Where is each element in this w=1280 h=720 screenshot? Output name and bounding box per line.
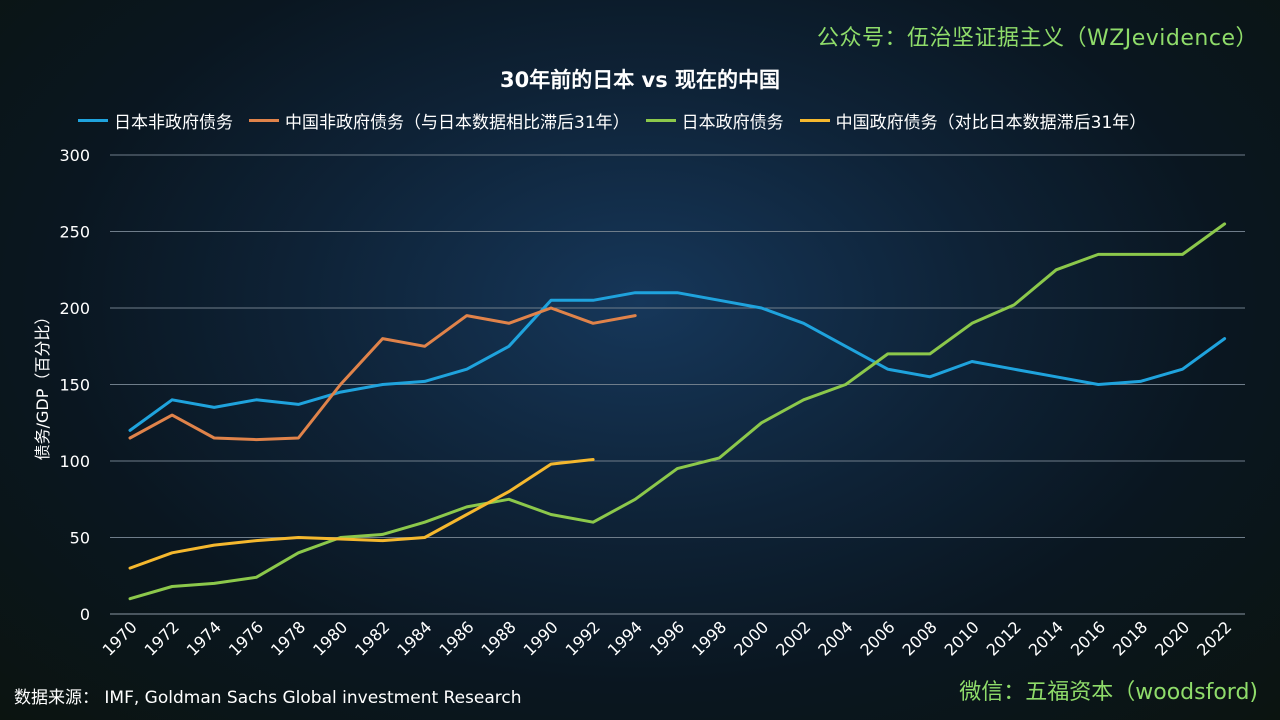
- y-tick-label: 250: [59, 223, 90, 242]
- x-tick-label: 1998: [688, 617, 730, 659]
- x-tick-label: 2022: [1193, 617, 1235, 659]
- legend-swatch-china-nongov: [249, 119, 279, 122]
- y-tick-label: 150: [59, 376, 90, 395]
- grid-lines: [110, 154, 1245, 615]
- legend-item-china-gov: 中国政府债务（对比日本数据滞后31年）: [799, 108, 1147, 133]
- legend-item-japan-nongov: 日本非政府债务: [78, 108, 233, 133]
- x-tick-label: 1972: [141, 617, 183, 659]
- x-tick-label: 2010: [941, 617, 983, 659]
- legend-label: 日本非政府债务: [114, 113, 233, 133]
- x-tick-label: 1974: [183, 617, 225, 659]
- watermark-bottom: 微信：五福资本（woodsford): [959, 680, 1258, 705]
- y-tick-label: 50: [70, 529, 90, 548]
- legend-swatch-japan-nongov: [78, 119, 108, 122]
- legend: 日本非政府债务 中国非政府债务（与日本数据相比滞后31年） 日本政府债务 中国政…: [78, 108, 1258, 133]
- source-note: 数据来源： IMF, Goldman Sachs Global investme…: [14, 688, 522, 708]
- chart-title: 30年前的日本 vs 现在的中国: [499, 68, 781, 92]
- x-tick-label: 2002: [772, 617, 814, 659]
- x-tick-label: 1980: [309, 617, 351, 659]
- x-tick-label: 2008: [899, 617, 941, 659]
- x-tick-label: 1978: [267, 617, 309, 659]
- y-axis-label: 债务/GDP（百分比）: [33, 309, 52, 461]
- series-line-0: [128, 291, 1227, 432]
- x-tick-label: 1976: [225, 617, 267, 659]
- x-tick-label: 2018: [1109, 617, 1151, 659]
- y-tick-label: 200: [59, 299, 90, 318]
- x-tick-label: 2014: [1025, 617, 1067, 659]
- x-tick-label: 1986: [435, 617, 477, 659]
- legend-swatch-japan-gov: [645, 119, 676, 122]
- legend-swatch-china-gov: [799, 119, 830, 122]
- series-line-3: [128, 458, 595, 570]
- x-tick-label: 1982: [351, 617, 393, 659]
- series-line-1: [128, 306, 637, 442]
- legend-item-china-nongov: 中国非政府债务（与日本数据相比滞后31年）: [249, 108, 630, 133]
- x-tick-labels: 1970 1972 1974 1976 1978 1980 1982 1984 1986 1988…: [99, 617, 1236, 659]
- x-tick-label: 1988: [478, 617, 520, 659]
- y-tick-label: 100: [59, 452, 90, 471]
- series-lines: [128, 222, 1227, 601]
- x-tick-label: 2000: [730, 617, 772, 659]
- y-tick-label: 0: [80, 605, 90, 624]
- y-tick-label: 300: [59, 146, 90, 165]
- legend-label: 日本政府债务: [681, 113, 784, 133]
- x-tick-label: 2006: [856, 617, 898, 659]
- series-line-2: [128, 222, 1227, 601]
- y-tick-labels: 0 50 100 150 200 250 300: [59, 146, 90, 624]
- x-tick-label: 1984: [393, 617, 435, 659]
- x-tick-label: 2016: [1067, 617, 1109, 659]
- legend-label: 中国非政府债务（与日本数据相比滞后31年）: [285, 113, 630, 133]
- x-tick-label: 1970: [99, 617, 141, 659]
- legend-label: 中国政府债务（对比日本数据滞后31年）: [835, 113, 1147, 133]
- x-tick-label: 1994: [604, 617, 646, 659]
- x-tick-label: 1996: [646, 617, 688, 659]
- x-tick-label: 1992: [562, 617, 604, 659]
- x-tick-label: 2020: [1151, 617, 1193, 659]
- watermark-top: 公众号：伍治坚证据主义（WZJevidence）: [816, 26, 1258, 51]
- x-tick-label: 2004: [814, 617, 856, 659]
- legend-item-japan-gov: 日本政府债务: [645, 108, 784, 133]
- x-tick-label: 1990: [520, 617, 562, 659]
- x-tick-label: 2012: [983, 617, 1025, 659]
